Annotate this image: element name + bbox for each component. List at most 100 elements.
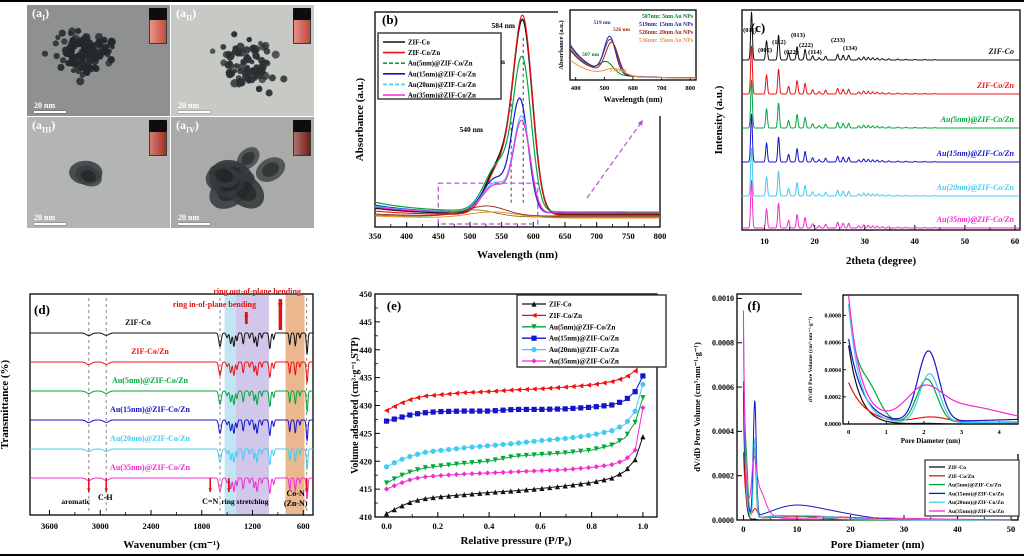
marker-square xyxy=(438,408,444,415)
tem-subpanel-a3: (aIII) 20 nm xyxy=(27,117,170,228)
marker-diamond xyxy=(508,469,514,475)
uvvis-curve-ZIF-Co/Zn xyxy=(374,14,660,216)
marker-triangle-down xyxy=(407,469,413,475)
scale-bar-label: 20 nm xyxy=(178,213,200,222)
marker-triangle-up xyxy=(484,490,491,496)
marker-circle xyxy=(508,441,514,447)
marker-triangle-down xyxy=(554,450,561,457)
marker-diamond xyxy=(640,405,646,411)
marker-circle xyxy=(593,431,599,437)
nanoparticle-dot xyxy=(231,31,238,38)
isotherm-line-Au(5nm)@ZIF-Co/Zn xyxy=(386,397,644,484)
marker-circle xyxy=(570,434,576,441)
marker-triangle-up xyxy=(399,503,405,509)
marker-diamond xyxy=(539,468,545,474)
marker-triangle-up xyxy=(461,492,467,498)
legend-label: ZIF-Co xyxy=(549,301,572,309)
marker-diamond xyxy=(469,471,475,477)
marker-circle xyxy=(554,436,561,442)
marker-circle xyxy=(609,428,615,434)
bending-label: ring in-of-plane bending xyxy=(173,300,256,309)
x-tick-label: 650 xyxy=(559,231,572,241)
tem-label-close: ) xyxy=(194,118,199,132)
panel-c-xrd-chart: 10 20 30 40 50 60 2theta (degree) Intensity (a.… xyxy=(713,9,1021,267)
y-axis-title: Absorbance (a.u.) xyxy=(355,77,366,161)
marker-square xyxy=(632,389,638,395)
marker-diamond xyxy=(484,470,491,476)
nanoparticle-core xyxy=(262,162,280,177)
scale-bar-a2: 20 nm xyxy=(178,102,210,113)
marker-circle xyxy=(383,464,390,470)
nanoparticle-dot xyxy=(92,49,99,56)
marker-diamond xyxy=(461,471,467,477)
marker-triangle-down xyxy=(531,324,537,330)
bending-label: ring out-of-plane bending xyxy=(213,287,301,296)
y-tick-label: 0.0002 xyxy=(712,471,734,480)
vial-liquid xyxy=(149,132,167,156)
isotherm-line-ZIF-Co/Zn xyxy=(386,358,644,411)
arrow-head xyxy=(104,488,108,492)
marker-triangle-left xyxy=(461,390,467,396)
tem-particles-a4 xyxy=(205,147,286,209)
nanoparticle-dot xyxy=(236,42,245,51)
tem-particles-a1 xyxy=(41,27,116,86)
nanoparticle-dot xyxy=(41,50,49,57)
x-tick-label: 1800 xyxy=(193,521,210,531)
marker-triangle-up xyxy=(593,478,599,485)
marker-diamond xyxy=(601,463,607,469)
ftir-trace-label: Au(35nm)@ZIF-Co/Zn xyxy=(110,463,190,472)
x-tick-label: 10 xyxy=(793,524,802,534)
legend-label: Au(20nm)@ZIF-Co/Zn xyxy=(408,82,476,89)
y-axis-title: Intensity (a.u.) xyxy=(713,85,725,154)
marker-square xyxy=(477,408,483,414)
marker-triangle-up xyxy=(453,492,460,498)
marker-triangle-left xyxy=(624,373,630,379)
legend-label: Au(15nm)@ZIF-Co/Zn xyxy=(549,335,619,343)
inset-x-tick-label: 400 xyxy=(571,85,581,92)
xrd-peak-index: (114) xyxy=(808,49,822,56)
peak-label: 540 nm xyxy=(459,125,483,134)
inset-x-tick-label: 800 xyxy=(685,85,695,92)
inset-x-tick-label: 600 xyxy=(628,85,638,92)
marker-triangle-up xyxy=(554,484,561,490)
nanoparticle-dot xyxy=(86,39,93,46)
marker-diamond xyxy=(430,473,436,479)
marker-triangle-left xyxy=(554,385,561,391)
inset-legend-label: 536nm: 35nm Au NPs xyxy=(639,38,694,44)
arrow-head xyxy=(244,312,249,317)
xrd-peak-index: (002) xyxy=(758,47,772,54)
nanoparticle-dot xyxy=(258,75,266,84)
y-tick-label: 420 xyxy=(359,456,372,466)
panel-e-isotherm-chart: 0.0 0.2 0.4 0.6 0.8 1.0 410 415 420 425 430 435 440 4… xyxy=(350,289,667,547)
nanoparticle-dot xyxy=(107,56,115,64)
inset-peak-label: 526 nm xyxy=(613,27,630,33)
x-tick-label: 0.6 xyxy=(535,521,546,531)
x-tick-label: 600 xyxy=(527,231,540,241)
marker-triangle-up xyxy=(422,495,428,502)
legend-label: ZIF-Co xyxy=(948,465,966,471)
marker-triangle-left xyxy=(469,389,475,395)
nanoparticle-dot xyxy=(72,60,79,67)
x-tick-label: 0 xyxy=(741,524,745,534)
marker-circle xyxy=(531,347,537,353)
marker-square xyxy=(516,406,522,413)
y-tick-label: 430 xyxy=(359,401,372,411)
marker-circle xyxy=(492,442,498,448)
nanoparticle-dot xyxy=(255,85,263,93)
vial-photo-a2 xyxy=(293,8,311,44)
marker-square xyxy=(562,406,568,412)
inset-pore-curve-Au(20nm)@ZIF-Co/Zn xyxy=(848,303,1019,424)
marker-circle xyxy=(616,424,623,430)
y-tick-label: 445 xyxy=(359,317,372,327)
inset-pore-curve-Au(15nm)@ZIF-Co/Zn xyxy=(848,338,1019,422)
uvvis-curve-Au NPs 20nm xyxy=(374,205,660,217)
marker-triangle-down xyxy=(484,458,491,464)
marker-triangle-up xyxy=(570,482,576,488)
tem-label-a1: (aI) xyxy=(32,7,49,22)
marker-triangle-left xyxy=(492,388,498,394)
marker-circle xyxy=(415,451,421,457)
marker-square xyxy=(461,408,467,414)
scale-bar-line xyxy=(34,223,66,225)
marker-triangle-up xyxy=(609,475,615,481)
